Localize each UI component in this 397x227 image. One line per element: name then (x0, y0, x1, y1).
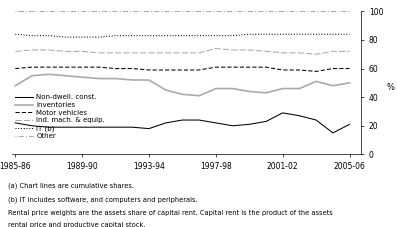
Legend: Non-dwell. const., Inventories, Motor vehicles, Ind. mach. & equip., IT (b), Oth: Non-dwell. const., Inventories, Motor ve… (15, 94, 105, 139)
Text: rental price and productive capital stock.: rental price and productive capital stoc… (8, 222, 145, 227)
Text: (a) Chart lines are cumulative shares.: (a) Chart lines are cumulative shares. (8, 183, 134, 189)
Text: (b) IT includes software, and computers and peripherals.: (b) IT includes software, and computers … (8, 196, 198, 203)
Y-axis label: %: % (386, 83, 394, 92)
Text: Rental price weights are the assets share of capital rent. Capital rent is the p: Rental price weights are the assets shar… (8, 210, 333, 216)
